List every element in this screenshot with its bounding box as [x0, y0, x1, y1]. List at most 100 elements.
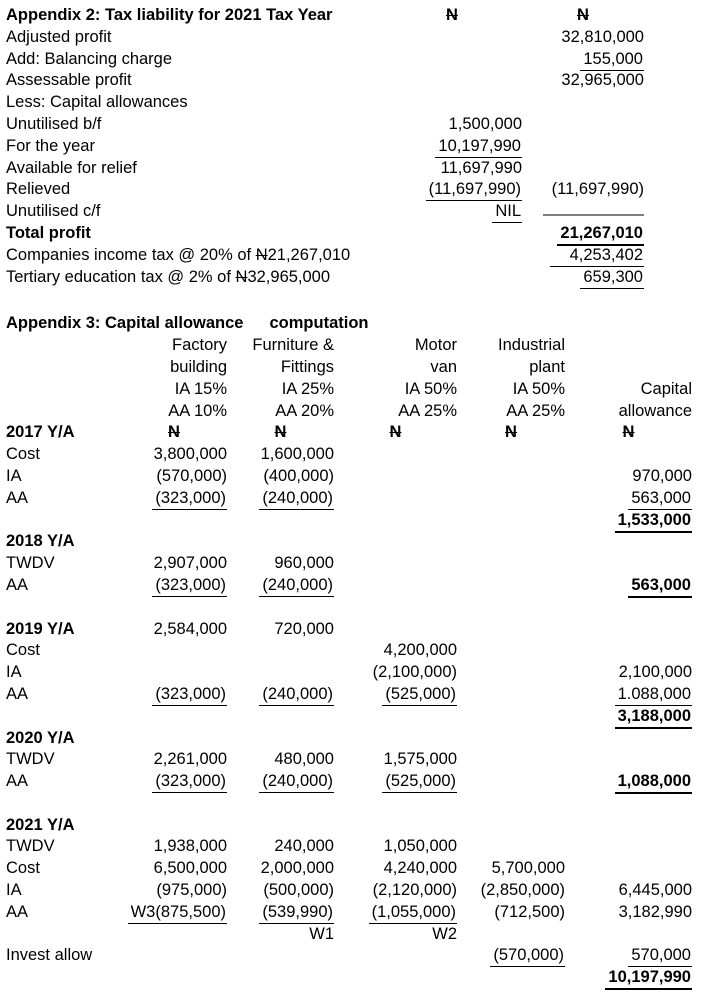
row-label: 2020 Y/A	[6, 728, 75, 747]
cell-industrial-plant: (2,850,000)	[480, 881, 565, 900]
cell-furniture-fittings	[227, 706, 334, 728]
cell-industrial-plant: N	[457, 422, 565, 444]
appendix3-row: 2021 Y/A	[6, 815, 706, 837]
cell-factory-building	[121, 531, 227, 553]
cell-factory-building: 2,907,000	[153, 554, 227, 573]
spacer-row	[6, 597, 706, 619]
cell-capital-allowance	[565, 728, 692, 750]
cell-capital-allowance	[565, 531, 692, 553]
cell-furniture-fittings: 240,000	[274, 837, 334, 856]
row-label: AA	[6, 902, 29, 921]
appendix3-row: AA (323,000) (240,000) (525,000) 1.088,000	[6, 684, 706, 706]
cell-furniture-fittings: (240,000)	[227, 771, 334, 794]
appendix2-tax-liability: Appendix 2: Tax liability for 2021 Tax Y…	[6, 5, 706, 289]
cell-factory-building: (975,000)	[156, 881, 227, 900]
appendix3-row: IA (2,100,000) 2,100,000	[6, 662, 706, 684]
appendix3-row: W1 W2	[6, 924, 706, 946]
appendix3-row: TWDV 2,907,000 960,000	[6, 553, 706, 575]
row-label: Available for relief	[6, 158, 137, 177]
cell-factory-building: (323,000)	[121, 575, 227, 597]
cell-amount-2: 155,000	[522, 49, 644, 71]
cell-industrial-plant	[457, 619, 565, 641]
cell-factory-building	[121, 510, 227, 532]
row-label: AA	[6, 772, 29, 791]
cell-amount-1: NIL	[382, 201, 522, 224]
appendix2-title: Appendix 2: Tax liability for 2021 Tax Y…	[6, 6, 333, 24]
row-label: AA	[6, 575, 29, 594]
cell-capital-allowance: 1.088,000	[565, 684, 692, 706]
cell-amount-1: 1,500,000	[448, 114, 522, 133]
cell-industrial-plant: 5,700,000	[491, 859, 565, 878]
cell-factory-building: W3(875,500)	[121, 902, 227, 924]
appendix3-title-computation: computation	[269, 314, 369, 333]
cell-amount-2	[522, 158, 644, 180]
appendix2-row: Tertiary education tax @ 2% of N32,965,0…	[6, 267, 706, 289]
cell-furniture-fittings	[227, 815, 334, 837]
appendix3-row: AA W3(875,500) (539,990) (1,055,000) (712,50…	[6, 902, 706, 924]
appendix3-title: Appendix 3: Capital allowance	[6, 314, 244, 333]
cell-motor-van: (525,000)	[334, 684, 457, 706]
appendix3-row: 2020 Y/A	[6, 728, 706, 750]
cell-factory-building: N	[121, 422, 227, 444]
cell-capital-allowance	[565, 836, 692, 858]
cell-furniture-fittings: (240,000)	[227, 575, 334, 597]
row-label	[6, 706, 121, 728]
cell-capital-allowance	[565, 858, 692, 880]
row-label: Total profit	[6, 223, 91, 242]
column-header: Industrial	[498, 336, 565, 355]
appendix3-row: AA (323,000) (240,000) 563,000	[6, 488, 706, 510]
naira-symbol: N	[622, 423, 635, 442]
cell-factory-building: (323,000)	[121, 684, 227, 706]
cell-capital-allowance	[565, 553, 692, 575]
cell-furniture-fittings: 1,600,000	[260, 445, 334, 464]
cell-factory-building: (323,000)	[121, 488, 227, 510]
cell-motor-van: (2,120,000)	[372, 881, 457, 900]
cell-industrial-plant	[457, 749, 565, 771]
appendix2-row: Relieved (11,697,990) (11,697,990)	[6, 179, 706, 202]
row-label: Unutilised c/f	[6, 202, 101, 221]
cell-factory-building	[121, 728, 227, 750]
cell-motor-van: 4,240,000	[383, 859, 457, 878]
cell-factory-building	[121, 945, 227, 967]
appendix2-row: Less: Capital allowances	[6, 92, 706, 114]
appendix3-header-row: IA 15% IA 25% IA 50% IA 50% Capital	[6, 379, 706, 401]
cell-capital-allowance: 3,182,990	[618, 902, 692, 921]
cell-amount-2	[522, 92, 644, 114]
total-rule	[543, 201, 644, 217]
column-header: allowance	[618, 401, 692, 420]
cell-factory-building	[121, 640, 227, 662]
row-label: Unutilised b/f	[6, 114, 102, 133]
appendix3-row: 10,197,990	[6, 967, 706, 991]
cell-industrial-plant: (712,500)	[494, 902, 565, 921]
row-label: Invest allow	[6, 946, 93, 965]
column-header: IA 50%	[512, 379, 565, 398]
appendix2-row: Available for relief 11,697,990	[6, 158, 706, 180]
cell-furniture-fittings	[227, 640, 334, 662]
cell-amount-2: 32,965,000	[561, 71, 644, 90]
appendix3-header-row: Factory Furniture & Motor Industrial	[6, 335, 706, 357]
row-label: Companies income tax @ 20% of N21,267,01…	[6, 245, 351, 264]
cell-motor-van	[334, 466, 457, 488]
row-label: AA	[6, 488, 29, 507]
row-label	[6, 967, 121, 989]
appendix3-row: Cost 4,200,000	[6, 640, 706, 662]
currency-header-col1: N	[382, 5, 522, 27]
row-label: Cost	[6, 445, 40, 464]
cell-furniture-fittings	[227, 510, 334, 532]
column-header	[565, 335, 692, 357]
cell-capital-allowance	[565, 815, 692, 837]
cell-motor-van: 1,575,000	[383, 750, 457, 769]
appendix3-row: 3,188,000	[6, 706, 706, 729]
column-header: Furniture &	[252, 336, 334, 355]
appendix3-row: 2018 Y/A	[6, 531, 706, 553]
appendix3-header-row: building Fittings van plant	[6, 357, 706, 379]
cell-capital-allowance: 563,000	[565, 488, 692, 510]
cell-factory-building	[121, 706, 227, 728]
appendix3-row: Cost 6,500,000 2,000,000 4,240,000 5,700,000	[6, 858, 706, 880]
row-label: TWDV	[6, 837, 55, 856]
appendix3-capital-allowance: Appendix 3: Capital allowance computatio…	[6, 313, 706, 991]
cell-amount-1	[382, 49, 522, 71]
cell-furniture-fittings: (400,000)	[263, 466, 334, 485]
cell-furniture-fittings	[227, 662, 334, 684]
